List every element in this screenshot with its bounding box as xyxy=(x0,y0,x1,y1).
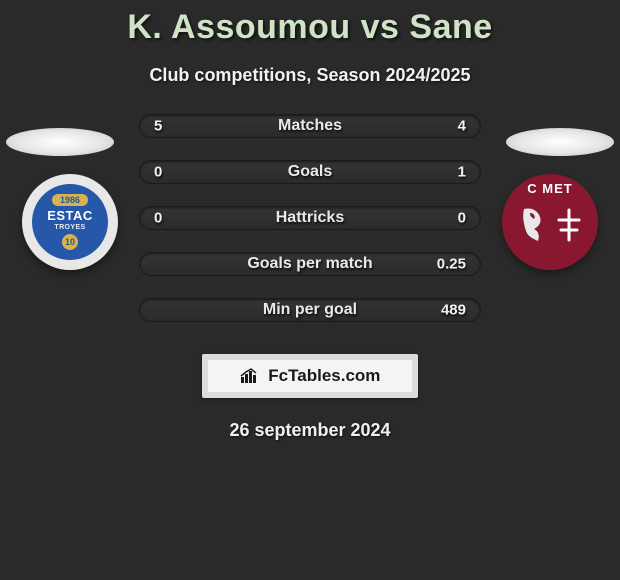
page-title: K. Assoumou vs Sane xyxy=(0,8,620,47)
stat-row: Min per goal 489 xyxy=(139,298,481,322)
dragon-icon xyxy=(518,205,550,250)
crest-left-year: 1986 xyxy=(52,194,88,206)
crest-right-body xyxy=(518,205,582,250)
stat-right-value: 4 xyxy=(458,118,466,135)
brand-box[interactable]: FcTables.com xyxy=(202,354,418,398)
brand-chart-icon xyxy=(240,366,269,385)
stat-label: Goals xyxy=(288,163,332,181)
stat-right-value: 0 xyxy=(458,210,466,227)
stat-label: Goals per match xyxy=(247,255,372,273)
stat-right-value: 0.25 xyxy=(437,256,466,273)
crest-left-sub: TROYES xyxy=(54,224,85,231)
date-line: 26 september 2024 xyxy=(0,420,620,441)
stat-left-value: 0 xyxy=(154,210,162,227)
stat-left-value: 5 xyxy=(154,118,162,135)
crest-left-outer: 1986 ESTAC TROYES 10 xyxy=(22,174,118,270)
platform-right xyxy=(506,128,614,156)
stat-row: 0 Hattricks 0 xyxy=(139,206,481,230)
cross-icon xyxy=(556,208,582,247)
stat-right-value: 489 xyxy=(441,302,466,319)
crest-left-name: ESTAC xyxy=(47,208,93,223)
comparison-card: K. Assoumou vs Sane Club competitions, S… xyxy=(0,0,620,580)
club-crest-left: 1986 ESTAC TROYES 10 xyxy=(22,174,118,270)
stat-label: Min per goal xyxy=(263,301,357,319)
stats-container: 5 Matches 4 0 Goals 1 0 Hattricks 0 Goal… xyxy=(139,114,481,322)
page-subtitle: Club competitions, Season 2024/2025 xyxy=(0,65,620,86)
crest-right-outer: C MET xyxy=(502,174,598,270)
platform-left xyxy=(6,128,114,156)
club-crest-right: C MET xyxy=(502,174,598,270)
stat-label: Hattricks xyxy=(276,209,344,227)
crest-left-badge: 10 xyxy=(62,234,78,250)
stat-row: 5 Matches 4 xyxy=(139,114,481,138)
stat-row: Goals per match 0.25 xyxy=(139,252,481,276)
stat-label: Matches xyxy=(278,117,342,135)
crest-right-top: C MET xyxy=(502,181,598,196)
crest-left-inner: 1986 ESTAC TROYES 10 xyxy=(32,184,108,260)
stat-row: 0 Goals 1 xyxy=(139,160,481,184)
stat-left-value: 0 xyxy=(154,164,162,181)
stat-right-value: 1 xyxy=(458,164,466,181)
brand-label: FcTables.com xyxy=(268,366,380,385)
